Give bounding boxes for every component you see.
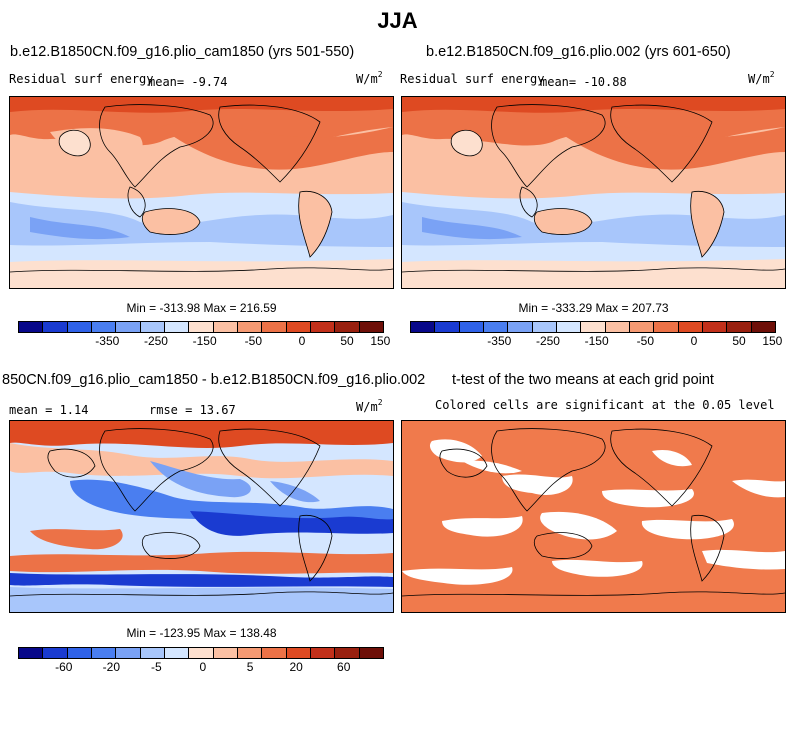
colorbar-swatch [140, 648, 165, 658]
colorbar-swatch [605, 322, 630, 332]
colorbar-swatch [213, 648, 238, 658]
colorbar-swatch [164, 648, 190, 658]
tick-label: -60 [55, 660, 73, 674]
panel3-mean-label: mean = 1.14 [9, 403, 89, 417]
tick-label: 50 [340, 334, 354, 348]
colorbar-swatch [678, 322, 703, 332]
tick-label: 5 [246, 660, 254, 674]
panel2-units: W/m2 [748, 70, 775, 86]
colorbar-diff-ticks: -60 -20 -5 0 5 20 60 [18, 660, 384, 676]
colorbar-swatch [359, 322, 383, 332]
colorbar-swatch [483, 322, 509, 332]
tick-label: -50 [636, 334, 654, 348]
colorbar-swatch [435, 322, 460, 332]
panel2-map [401, 96, 786, 289]
colorbar-diff [18, 647, 384, 659]
panel1-units: W/m2 [356, 70, 383, 86]
panel1-var-label: Residual surf energy [9, 72, 154, 86]
panel2-title: b.e12.B1850CN.f09_g16.plio.002 (yrs 601-… [426, 44, 731, 60]
colorbar-swatch [91, 322, 117, 332]
panel2-var-label: Residual surf energy [400, 72, 545, 86]
colorbar-swatch [19, 648, 44, 658]
tick-label: -150 [584, 334, 609, 348]
panel1-title: b.e12.B1850CN.f09_g16.plio_cam1850 (yrs … [10, 44, 355, 60]
tick-label: 0 [298, 334, 306, 348]
panel3-rmse-label: rmse = 13.67 [149, 403, 236, 417]
colorbar-swatch [116, 322, 141, 332]
panel4-title: t-test of the two means at each grid poi… [452, 372, 714, 388]
tick-label: -50 [244, 334, 262, 348]
tick-label: -5 [151, 660, 162, 674]
panel4-subtitle: Colored cells are significant at the 0.0… [435, 398, 775, 412]
colorbar-swatch [189, 648, 214, 658]
panel1-map [9, 96, 394, 289]
colorbar-swatch [19, 322, 44, 332]
panel3-map [9, 420, 394, 613]
colorbar-swatch [359, 648, 383, 658]
panel1-mean-label: mean= -9.74 [148, 75, 228, 89]
tick-label: 150 [762, 334, 783, 348]
colorbar-swatch [91, 648, 117, 658]
colorbar-swatch [508, 322, 533, 332]
colorbar-swatch [581, 322, 606, 332]
panel1-minmax: Min = -313.98 Max = 216.59 [126, 301, 277, 315]
colorbar-swatch [556, 322, 582, 332]
colorbar-swatch [237, 322, 263, 332]
colorbar-swatch [310, 648, 336, 658]
panel4-map [401, 420, 786, 613]
colorbar-swatch [213, 322, 238, 332]
colorbar-swatch [411, 322, 436, 332]
colorbar-top-right [410, 321, 776, 333]
colorbar-swatch [116, 648, 141, 658]
colorbar-swatch [335, 322, 360, 332]
colorbar-swatch [237, 648, 263, 658]
colorbar-swatch [751, 322, 775, 332]
colorbar-swatch [43, 648, 68, 658]
tick-label: -250 [535, 334, 560, 348]
colorbar-top-left [18, 321, 384, 333]
panel3-units: W/m2 [356, 398, 383, 414]
tick-label: -250 [143, 334, 168, 348]
colorbar-top-left-ticks: -350 -250 -150 -50 0 50 150 [18, 334, 390, 350]
colorbar-swatch [67, 322, 92, 332]
colorbar-swatch [262, 648, 287, 658]
tick-label: -150 [192, 334, 217, 348]
tick-label: 50 [732, 334, 746, 348]
panel3-title: 850CN.f09_g16.plio_cam1850 - b.e12.B1850… [2, 372, 426, 388]
colorbar-swatch [164, 322, 190, 332]
colorbar-swatch [459, 322, 484, 332]
tick-label: -20 [102, 660, 120, 674]
tick-label: 0 [690, 334, 698, 348]
tick-label: -350 [95, 334, 120, 348]
figure-title: JJA [377, 8, 418, 33]
colorbar-swatch [310, 322, 336, 332]
colorbar-swatch [189, 322, 214, 332]
colorbar-swatch [532, 322, 557, 332]
colorbar-swatch [43, 322, 68, 332]
colorbar-swatch [286, 322, 311, 332]
colorbar-swatch [67, 648, 92, 658]
tick-label: 150 [370, 334, 391, 348]
tick-label: -350 [487, 334, 512, 348]
colorbar-swatch [335, 648, 360, 658]
panel2-mean-label: mean= -10.88 [540, 75, 627, 89]
panel3-minmax: Min = -123.95 Max = 138.48 [126, 626, 277, 640]
colorbar-swatch [727, 322, 752, 332]
colorbar-top-right-ticks: -350 -250 -150 -50 0 50 150 [410, 334, 782, 350]
tick-label: 60 [337, 660, 351, 674]
colorbar-swatch [262, 322, 287, 332]
tick-label: 20 [289, 660, 303, 674]
colorbar-swatch [140, 322, 165, 332]
colorbar-swatch [702, 322, 728, 332]
panel2-minmax: Min = -333.29 Max = 207.73 [518, 301, 669, 315]
colorbar-swatch [629, 322, 655, 332]
colorbar-swatch [286, 648, 311, 658]
colorbar-swatch [654, 322, 679, 332]
tick-label: 0 [199, 660, 207, 674]
